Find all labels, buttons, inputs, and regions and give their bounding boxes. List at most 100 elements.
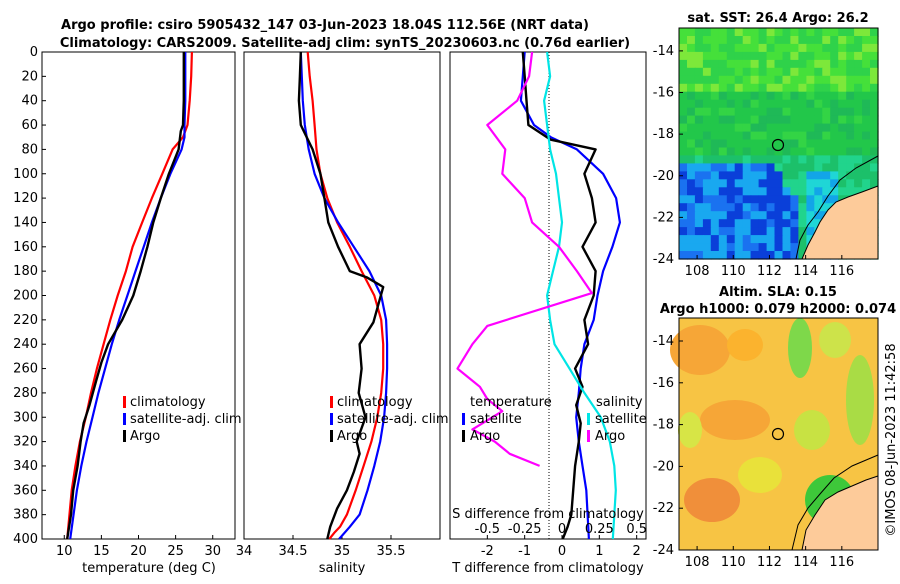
sst-cell — [702, 243, 712, 252]
sla-argo-float-marker[interactable] — [771, 427, 785, 441]
legend-heading-salinity: salinity — [596, 395, 643, 410]
sst-cell — [694, 123, 704, 133]
sst-cell — [694, 115, 704, 125]
sst-cell — [846, 43, 855, 53]
sst-cell — [798, 91, 807, 101]
temperature-panel: 10 15 20 25 30 0 20 40 60 80 100 120 140 160 180 200 22… — [13, 45, 241, 576]
sst-cell — [870, 83, 879, 93]
sst-cell — [679, 187, 688, 196]
sst-cell — [862, 28, 871, 37]
sst-cell — [726, 99, 736, 109]
sst-cell — [766, 187, 776, 196]
sst-cell — [846, 163, 855, 172]
sst-cell — [702, 51, 712, 61]
sst-cell — [702, 235, 712, 244]
sst-cell — [814, 155, 823, 164]
sst-cell — [782, 115, 792, 125]
sla-blob — [700, 400, 770, 440]
sst-cell — [846, 171, 855, 180]
sst-cell — [766, 123, 776, 133]
sst-cell — [870, 179, 879, 188]
sst-cell — [710, 211, 720, 220]
sst-cell — [718, 131, 728, 141]
sst-cell — [679, 123, 688, 133]
imos-credit-label: ©IMOS 08-Jun-2023 11:42:58 — [884, 343, 899, 536]
sst-map-frame — [678, 27, 879, 260]
legend-swatch-satellite — [330, 413, 333, 425]
sst-cell — [702, 171, 712, 180]
sst-cell — [870, 59, 879, 69]
sst-cell — [830, 147, 839, 157]
sst-cell — [838, 163, 847, 172]
sst-cell — [830, 51, 839, 61]
sst-cell — [734, 28, 744, 37]
temperature-axes-frame — [41, 51, 236, 540]
sst-cell — [726, 115, 736, 125]
sst-cell — [862, 131, 871, 141]
sst-cell — [854, 115, 863, 125]
sst-cell — [750, 211, 760, 220]
sst-cell — [702, 195, 712, 204]
sst-cell — [687, 36, 696, 45]
legend-label-climatology: climatology — [337, 395, 413, 410]
s-difference-tick-label: 0.5 — [626, 522, 647, 537]
sst-cell — [742, 43, 752, 53]
sst-cell — [798, 51, 807, 61]
sst-cell — [766, 43, 776, 53]
sst-cell — [694, 139, 704, 149]
sst-cell — [782, 51, 792, 61]
sst-cell — [790, 211, 799, 220]
sst-cell — [870, 99, 879, 109]
sst-cell — [726, 43, 736, 53]
sst-cell — [718, 123, 728, 133]
sst-cell — [790, 107, 799, 117]
sst-cell — [687, 75, 696, 85]
temperature-satellite-line — [519, 51, 622, 540]
sst-cell — [774, 187, 784, 196]
sst-cell — [806, 43, 815, 53]
sst-cell — [702, 179, 712, 188]
sst-cell — [782, 43, 792, 53]
sst-cell — [822, 67, 831, 77]
sst-cell — [782, 227, 792, 236]
sst-cell — [806, 83, 815, 93]
sst-cell — [742, 227, 752, 236]
sst-cell — [782, 139, 792, 149]
sst-cell — [679, 251, 688, 260]
sst-cell — [742, 59, 752, 69]
sst-cell — [679, 147, 688, 157]
sst-cell — [838, 83, 847, 93]
sst-cell — [750, 131, 760, 141]
sst-cell — [694, 243, 704, 252]
sst-cell — [798, 36, 807, 45]
sst-cell — [822, 91, 831, 101]
sst-cell — [694, 107, 704, 117]
y-tick-label: 80 — [21, 142, 38, 157]
sst-cell — [838, 155, 847, 164]
sst-cell — [798, 251, 807, 260]
sst-cell — [846, 75, 855, 85]
depth-y-ticks: 0 20 40 60 80 100 120 140 160 180 200 220 240 260 280 3… — [13, 45, 46, 547]
sst-cell — [718, 155, 728, 164]
sst-cell — [838, 51, 847, 61]
sst-cell — [806, 179, 815, 188]
sst-cell — [798, 115, 807, 125]
y-tick-label: 220 — [13, 313, 38, 328]
sst-cell — [694, 28, 704, 37]
sst-cell — [726, 139, 736, 149]
sst-cell — [766, 203, 776, 212]
sst-cell — [814, 131, 823, 141]
sst-cell — [679, 243, 688, 252]
sst-cell — [734, 123, 744, 133]
sst-argo-float-marker[interactable] — [771, 138, 785, 152]
sst-cell — [726, 147, 736, 157]
sst-cell — [758, 36, 768, 45]
sst-cell — [782, 203, 792, 212]
sst-cell — [742, 51, 752, 61]
sla-blob — [678, 412, 702, 448]
lon-tick-label: 112 — [757, 555, 782, 570]
sst-cell — [742, 107, 752, 117]
sst-cell — [790, 179, 799, 188]
sst-cell — [774, 67, 784, 77]
sst-cell — [854, 187, 863, 196]
